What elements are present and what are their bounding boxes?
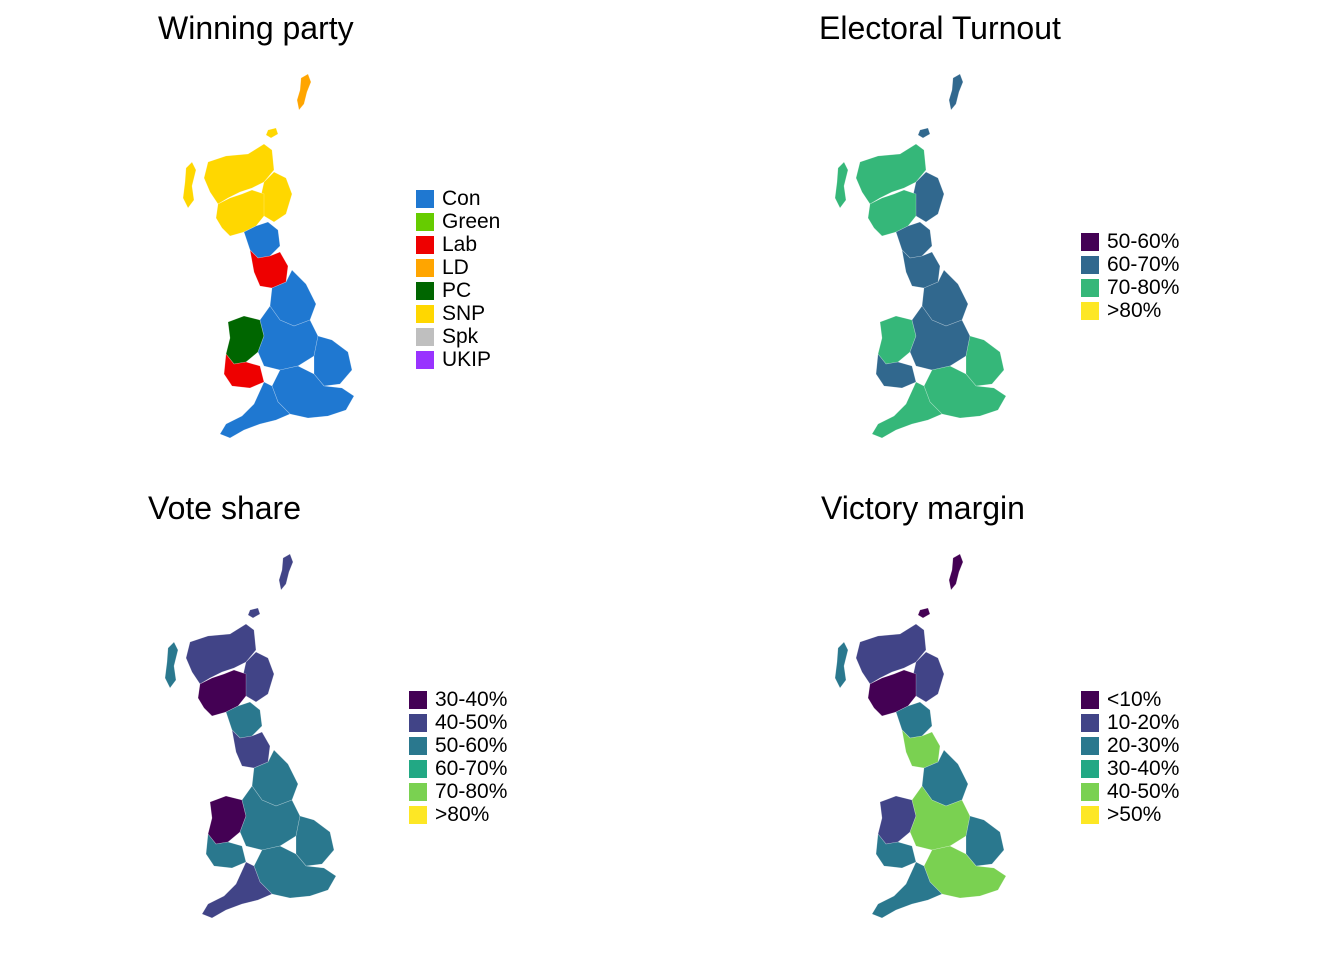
legend-label: 10-20% xyxy=(1107,711,1180,734)
region-shetland xyxy=(278,553,294,591)
region-shetland xyxy=(948,553,964,591)
region-hebrides xyxy=(164,641,179,689)
region-central-belt xyxy=(867,669,917,717)
legend-label: 70-80% xyxy=(1107,276,1180,299)
region-orkney xyxy=(917,127,931,139)
panel-title: Winning party xyxy=(158,10,354,46)
legend-label: 30-40% xyxy=(1107,757,1180,780)
region-hebrides xyxy=(182,161,197,209)
legend-swatch xyxy=(416,328,434,346)
region-east-anglia xyxy=(313,335,353,387)
legend-swatch xyxy=(1081,256,1099,274)
uk-map xyxy=(182,73,355,439)
legend-label: Lab xyxy=(442,233,478,256)
legend-swatch xyxy=(416,190,434,208)
region-south-west xyxy=(201,861,273,919)
region-cumbria-ne xyxy=(249,249,289,289)
legend-swatch xyxy=(1081,806,1099,824)
legend-label: 40-50% xyxy=(435,711,508,734)
legend-swatch xyxy=(416,351,434,369)
legend-label: >80% xyxy=(435,803,490,826)
region-south-west xyxy=(871,381,943,439)
panel-title: Victory margin xyxy=(821,490,1025,526)
legend-swatch xyxy=(409,737,427,755)
region-south-west xyxy=(871,861,943,919)
region-east-anglia xyxy=(295,815,335,867)
victory-margin-panel: Victory margin <10% 10-20% 20-30% 30-40% 40-… xyxy=(672,480,1344,960)
legend-label: 60-70% xyxy=(1107,253,1180,276)
legend-swatch xyxy=(1081,737,1099,755)
legend-label: >80% xyxy=(1107,299,1162,322)
region-shetland xyxy=(296,73,312,111)
uk-map xyxy=(834,553,1007,919)
region-cumbria-ne xyxy=(901,729,941,769)
legend-swatch xyxy=(1081,714,1099,732)
region-hebrides xyxy=(834,641,849,689)
legend-swatch xyxy=(1081,279,1099,297)
legend-label: <10% xyxy=(1107,688,1162,711)
legend-label: 30-40% xyxy=(435,688,508,711)
legend-swatch xyxy=(1081,783,1099,801)
legend-swatch xyxy=(409,691,427,709)
region-east-anglia xyxy=(965,335,1005,387)
region-central-belt xyxy=(215,189,265,237)
legend-label: SNP xyxy=(442,302,486,325)
region-shetland xyxy=(948,73,964,111)
region-wales xyxy=(877,795,917,845)
region-cumbria-ne xyxy=(231,729,271,769)
winning-party-panel: Winning party Con Green Lab LD PC SNP Spk UKIP xyxy=(0,0,672,480)
region-highlands xyxy=(855,143,927,205)
legend-swatch xyxy=(1081,233,1099,251)
region-highlands xyxy=(855,623,927,685)
uk-map xyxy=(164,553,337,919)
legend-swatch xyxy=(409,783,427,801)
region-highlands xyxy=(185,623,257,685)
legend-swatch xyxy=(416,282,434,300)
region-hebrides xyxy=(834,161,849,209)
region-orkney xyxy=(247,607,261,619)
panel-title: Electoral Turnout xyxy=(819,10,1061,46)
legend-swatch xyxy=(409,714,427,732)
legend-label: Green xyxy=(442,210,501,233)
legend-label: PC xyxy=(442,279,472,302)
legend-swatch xyxy=(1081,760,1099,778)
legend-swatch xyxy=(416,305,434,323)
legend-label: UKIP xyxy=(442,348,492,371)
legend-label: 50-60% xyxy=(435,734,508,757)
legend-swatch xyxy=(409,760,427,778)
uk-map xyxy=(834,73,1007,439)
region-highlands xyxy=(203,143,275,205)
region-orkney xyxy=(265,127,279,139)
legend-label: LD xyxy=(442,256,469,279)
region-south-west xyxy=(219,381,291,439)
panel-title: Vote share xyxy=(148,490,301,526)
legend-label: 60-70% xyxy=(435,757,508,780)
electoral-turnout-panel: Electoral Turnout 50-60% 60-70% 70-80% >80% xyxy=(672,0,1344,480)
vote-share-panel: Vote share 30-40% 40-50% 50-60% 60-70% 70-80… xyxy=(0,480,672,960)
legend-label: Spk xyxy=(442,325,479,348)
legend-label: >50% xyxy=(1107,803,1162,826)
region-wales xyxy=(207,795,247,845)
legend-swatch xyxy=(1081,302,1099,320)
legend-swatch xyxy=(1081,691,1099,709)
legend-swatch xyxy=(416,236,434,254)
region-central-belt xyxy=(197,669,247,717)
legend-swatch xyxy=(416,259,434,277)
legend-label: 50-60% xyxy=(1107,230,1180,253)
legend-swatch xyxy=(416,213,434,231)
region-orkney xyxy=(917,607,931,619)
region-east-anglia xyxy=(965,815,1005,867)
legend-swatch xyxy=(409,806,427,824)
legend-label: Con xyxy=(442,187,481,210)
legend-label: 20-30% xyxy=(1107,734,1180,757)
legend-label: 40-50% xyxy=(1107,780,1180,803)
legend-label: 70-80% xyxy=(435,780,508,803)
region-wales xyxy=(877,315,917,365)
region-central-belt xyxy=(867,189,917,237)
region-wales xyxy=(225,315,265,365)
region-cumbria-ne xyxy=(901,249,941,289)
